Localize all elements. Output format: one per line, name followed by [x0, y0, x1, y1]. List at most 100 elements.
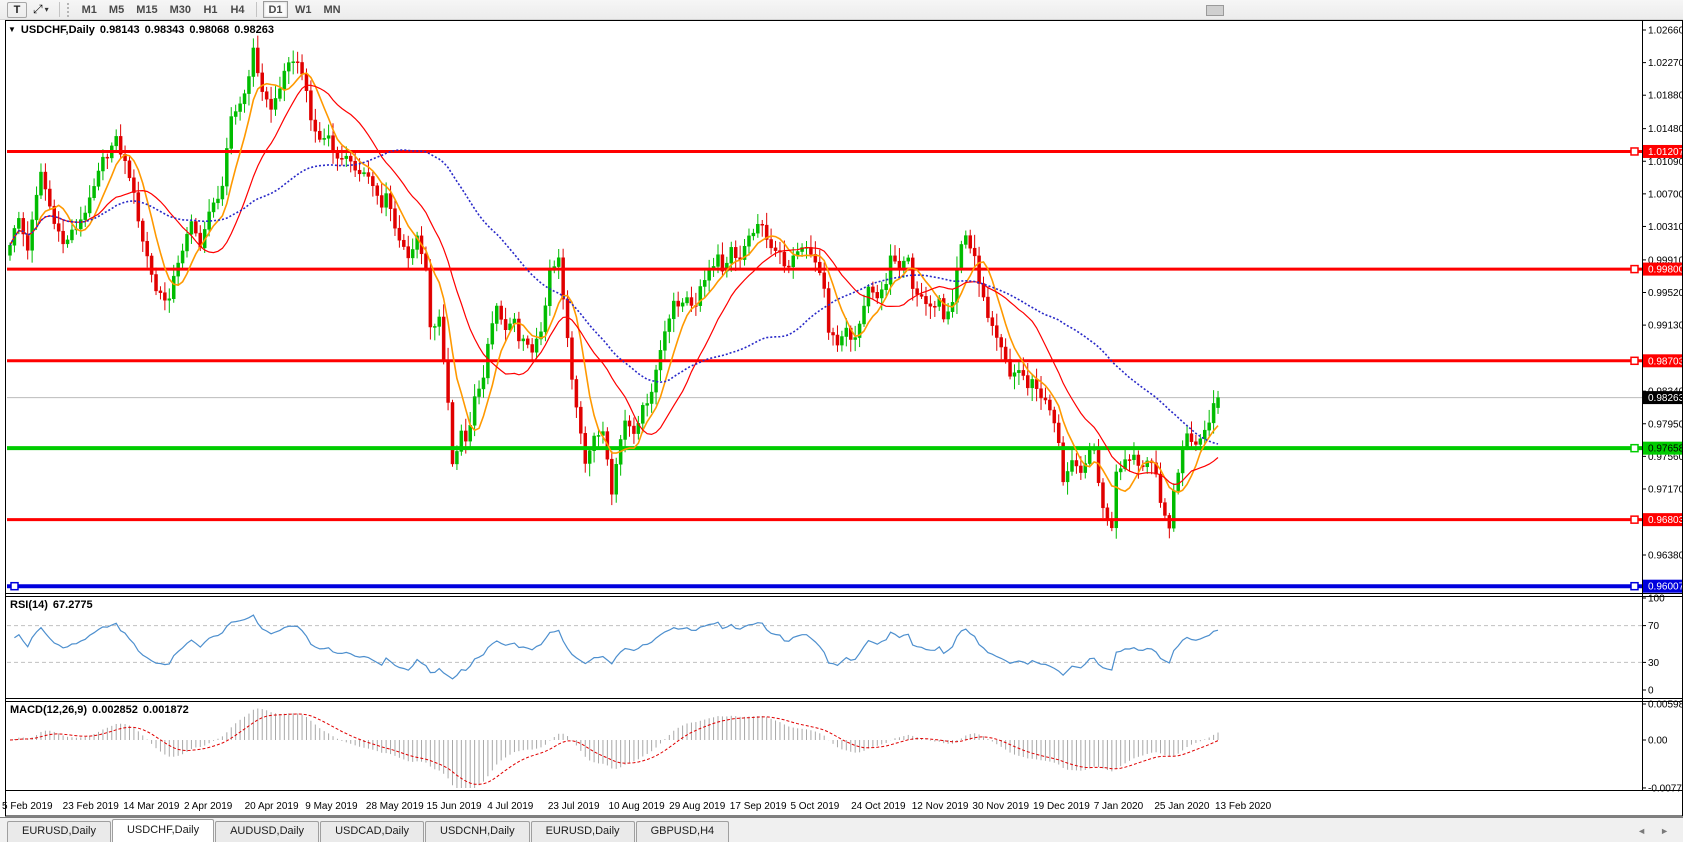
- date-tick-label: 7 Jan 2020: [1094, 801, 1144, 812]
- price-tick-label: 0.97950: [1648, 419, 1683, 430]
- price-tick-label: 1.01090: [1648, 157, 1683, 168]
- price-tick-label: 0.96380: [1648, 551, 1683, 562]
- chart-tab-usdchf-daily[interactable]: USDCHF,Daily: [111, 819, 215, 842]
- price-label-box: 0.96007: [1643, 579, 1683, 593]
- timeframe-button-m5[interactable]: M5: [104, 1, 129, 18]
- price-tick-label: 1.00310: [1648, 222, 1683, 233]
- rsi-tick-label: 70: [1648, 621, 1660, 632]
- text-tool-button[interactable]: T: [7, 1, 27, 18]
- horizontal-line-object[interactable]: [7, 147, 1642, 156]
- candles: [8, 35, 1220, 539]
- chart-window-border: [5, 20, 1683, 817]
- line-handle: [1630, 356, 1639, 366]
- chart-scrollbar-thumb[interactable]: [1206, 5, 1224, 16]
- price-tick-label: 0.97560: [1648, 452, 1683, 463]
- timeframe-button-d1[interactable]: D1: [263, 1, 288, 18]
- chart-tab-gbpusd-h4[interactable]: GBPUSD,H4: [635, 821, 730, 842]
- horizontal-line-object[interactable]: [7, 443, 1642, 453]
- price-tick-label: 1.01480: [1648, 124, 1683, 135]
- date-tick-label: 17 Sep 2019: [730, 801, 787, 812]
- date-tick-label: 2 Apr 2019: [184, 801, 233, 812]
- date-tick-label: 24 Oct 2019: [851, 801, 906, 812]
- toolbar-separator: [58, 2, 60, 17]
- macd-signal-line: [9, 713, 1219, 785]
- line-handle: [1630, 443, 1639, 453]
- svg-text:0.98703: 0.98703: [1648, 356, 1683, 367]
- timeframe-button-h1[interactable]: H1: [198, 1, 223, 18]
- chart-tab-bar: EURUSD,Daily USDCHF,Daily AUDUSD,Daily USDC…: [0, 817, 1683, 842]
- moving-average-18: [9, 84, 1219, 486]
- date-tick-label: 30 Nov 2019: [972, 801, 1029, 812]
- timeframe-button-h4[interactable]: H4: [225, 1, 250, 18]
- crosshair-tool-button[interactable]: ⤢ ▾: [29, 2, 53, 18]
- date-tick-label: 10 Aug 2019: [609, 801, 666, 812]
- date-tick-label: 9 May 2019: [305, 801, 358, 812]
- date-tick-label: 29 Aug 2019: [669, 801, 726, 812]
- svg-text:0.96803: 0.96803: [1648, 515, 1683, 526]
- chart-tab-audusd-daily[interactable]: AUDUSD,Daily: [215, 821, 320, 842]
- current-price-label-box: 0.98263: [1643, 391, 1683, 405]
- date-tick-label: 12 Nov 2019: [912, 801, 969, 812]
- date-tick-label: 15 Jun 2019: [427, 801, 482, 812]
- tab-scroll-right-icon[interactable]: ►: [1660, 826, 1669, 836]
- price-tick-label: 0.97170: [1648, 484, 1683, 495]
- toolbar-separator: [256, 2, 257, 17]
- price-label-box: 0.96803: [1643, 513, 1683, 527]
- date-tick-label: 5 Feb 2019: [2, 801, 53, 812]
- horizontal-line-object[interactable]: [7, 581, 1642, 591]
- date-tick-label: 23 Jul 2019: [548, 801, 600, 812]
- svg-text:0.96007: 0.96007: [1648, 582, 1683, 593]
- chart-canvas[interactable]: 1.02660 1.02270 1.01880 1.01480 1.01090 1.007…: [0, 20, 1683, 817]
- svg-text:0.97658: 0.97658: [1648, 444, 1683, 455]
- rsi-tick-label: 30: [1648, 658, 1660, 669]
- toolbar-grip[interactable]: [66, 2, 72, 17]
- price-tick-label: 1.02270: [1648, 58, 1683, 69]
- horizontal-line-object[interactable]: [7, 264, 1642, 274]
- crosshair-tool-icon: ⤢: [33, 2, 43, 16]
- chart-window: 1.02660 1.02270 1.01880 1.01480 1.01090 1.007…: [0, 20, 1683, 817]
- line-handle: [1630, 147, 1639, 156]
- price-tick-label: 0.99910: [1648, 255, 1683, 266]
- horizontal-line-object[interactable]: [7, 356, 1642, 366]
- timeframe-button-mn[interactable]: MN: [319, 1, 346, 18]
- chart-tab-eurusd-daily[interactable]: EURUSD,Daily: [7, 821, 111, 842]
- svg-text:1.01207: 1.01207: [1648, 147, 1683, 158]
- rsi-tick-label: 0: [1648, 686, 1654, 697]
- date-tick-label: 4 Jul 2019: [487, 801, 534, 812]
- svg-text:0.98263: 0.98263: [1648, 393, 1683, 404]
- date-tick-label: 25 Jan 2020: [1154, 801, 1209, 812]
- date-tick-label: 14 Mar 2019: [123, 801, 180, 812]
- chevron-down-icon: ▾: [44, 5, 49, 14]
- timeframe-button-m30[interactable]: M30: [165, 1, 196, 18]
- date-tick-label: 23 Feb 2019: [63, 801, 120, 812]
- line-handle: [10, 581, 19, 591]
- price-label-box: 0.97658: [1643, 441, 1683, 455]
- macd-tick-label: -0.007733: [1648, 783, 1683, 794]
- price-tick-label: 1.02660: [1648, 26, 1683, 37]
- chart-tab-eurusd-daily[interactable]: EURUSD,Daily: [530, 821, 635, 842]
- macd-tick-label: 0.005986: [1648, 700, 1683, 711]
- date-tick-label: 19 Dec 2019: [1033, 801, 1090, 812]
- timeframe-button-w1[interactable]: W1: [290, 1, 317, 18]
- date-tick-label: 28 May 2019: [366, 801, 424, 812]
- timeframe-button-m1[interactable]: M1: [77, 1, 102, 18]
- chart-tab-usdcad-daily[interactable]: USDCAD,Daily: [320, 821, 425, 842]
- price-tick-label: 0.99520: [1648, 288, 1683, 299]
- moving-average-50: [9, 149, 1219, 445]
- rsi-line: [14, 614, 1219, 680]
- tab-scroll-arrows: ◄ ►: [1637, 826, 1669, 836]
- timeframe-button-m15[interactable]: M15: [131, 1, 162, 18]
- price-tick-label: 1.00700: [1648, 189, 1683, 200]
- price-tick-label: 0.99130: [1648, 321, 1683, 332]
- line-handle: [1630, 581, 1639, 591]
- line-handle: [1630, 515, 1639, 524]
- horizontal-line-object[interactable]: [7, 515, 1642, 524]
- rsi-tick-label: 100: [1648, 594, 1665, 605]
- chart-tab-usdcnh-daily[interactable]: USDCNH,Daily: [425, 821, 530, 842]
- date-axis: 5 Feb 2019 23 Feb 2019 14 Mar 2019 2 Apr 20…: [2, 801, 1272, 812]
- tab-scroll-left-icon[interactable]: ◄: [1637, 826, 1647, 836]
- date-tick-label: 20 Apr 2019: [245, 801, 299, 812]
- date-tick-label: 5 Oct 2019: [790, 801, 839, 812]
- text-tool-icon: T: [13, 3, 21, 16]
- macd-tick-label: 0.00: [1648, 736, 1668, 747]
